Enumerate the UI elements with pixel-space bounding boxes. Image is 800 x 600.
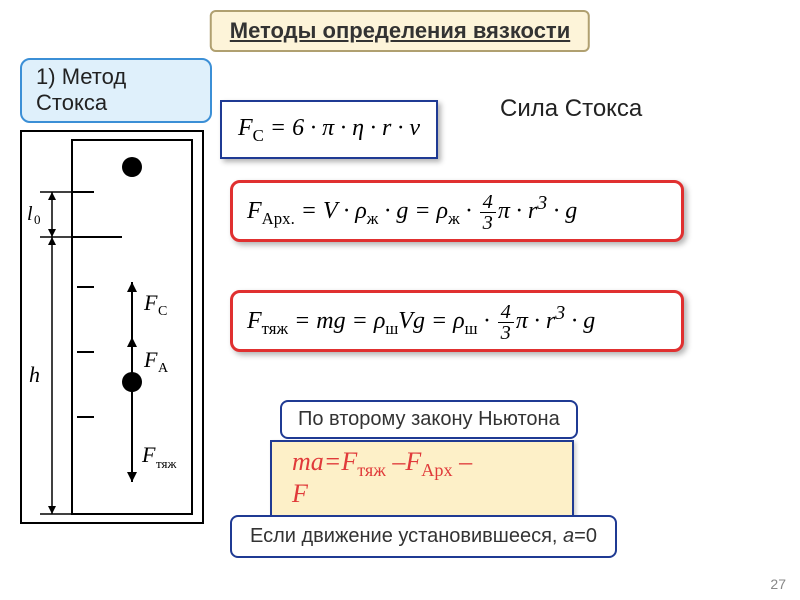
svg-text:h: h	[29, 362, 40, 387]
svg-text:l: l	[27, 203, 33, 225]
stokes-force-formula: FC = 6 · π · η · r · v	[220, 100, 438, 159]
method-label: 1) Метод Стокса	[20, 58, 212, 123]
archimedes-formula: FАрх. = V · ρж · g = ρж · 43π · r3 · g	[230, 180, 684, 242]
newton-second-law-label: По второму закону Ньютона	[280, 400, 578, 439]
svg-text:тяж: тяж	[156, 456, 177, 471]
steady-motion-label: Если движение установившееся, а=0	[230, 515, 617, 558]
stokes-diagram: l 0 h F C F A F тяж	[20, 130, 204, 524]
svg-text:C: C	[158, 304, 167, 319]
svg-text:0: 0	[34, 212, 41, 227]
svg-text:F: F	[141, 442, 156, 467]
method-num: 1)	[36, 64, 56, 89]
page-number: 27	[770, 576, 786, 592]
svg-text:A: A	[158, 361, 169, 376]
gravity-formula: Fтяж = mg = ρшVg = ρш · 43π · r3 · g	[230, 290, 684, 352]
page-title: Методы определения вязкости	[210, 10, 590, 52]
stokes-force-label: Сила Стокса	[500, 95, 642, 124]
svg-text:F: F	[143, 347, 158, 372]
svg-text:F: F	[143, 290, 158, 315]
newton-equation: mа=Fтяж –FАрх –F	[270, 440, 574, 517]
